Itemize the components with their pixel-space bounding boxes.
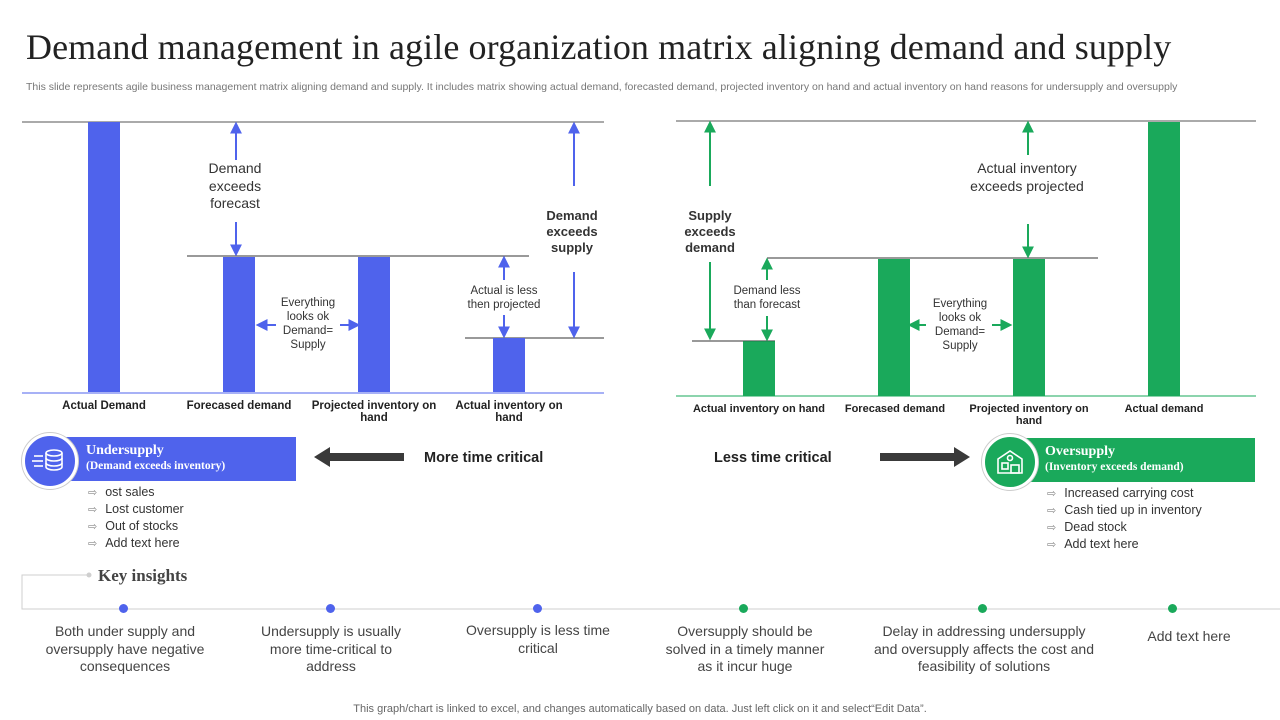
list-item: ⇨ Cash tied up in inventory <box>1047 503 1202 517</box>
category-label: Actual inventory on hand <box>455 400 563 424</box>
oversupply-chart <box>676 120 1256 397</box>
bar <box>88 122 120 392</box>
category-label: Actual inventory on hand <box>692 403 825 415</box>
insight-text: Add text here <box>1147 628 1231 644</box>
oversupply-banner: Oversupply (Inventory exceeds demand) <box>1010 438 1255 482</box>
category-label: Projected inventory on hand <box>311 400 437 424</box>
key-insights-timeline <box>21 572 1280 610</box>
annotation-everything-ok: Everything looks ok Demand= Supply <box>932 298 988 352</box>
undersupply-title: Undersupply <box>86 443 164 458</box>
undersupply-chart <box>22 121 604 394</box>
less-time-critical-label: Less time critical <box>714 450 832 466</box>
annotation-actual-less-projected: Actual is less then projected <box>467 285 541 311</box>
bar <box>1148 122 1180 396</box>
category-label: Actual Demand <box>62 400 146 412</box>
bar <box>358 257 390 392</box>
key-insights-heading: Key insights <box>98 566 188 585</box>
category-label: Forecased demand <box>844 403 946 415</box>
left-arrow-icon <box>314 447 404 467</box>
undersupply-bullets: ⇨ ost sales ⇨ Lost customer ⇨ Out of stocks… <box>88 484 184 552</box>
annotation-demand-less-forecast: Demand less than forecast <box>733 285 801 311</box>
list-item: ⇨ ost sales <box>88 485 155 499</box>
annotation-supply-exceeds-demand: Supply exceeds demand <box>684 208 736 255</box>
category-label: Forecased demand <box>186 400 292 412</box>
database-icon <box>22 433 78 489</box>
bar <box>493 338 525 392</box>
timeline-dot <box>739 604 748 613</box>
left-bars <box>88 122 525 392</box>
category-label: Actual demand <box>1124 403 1204 415</box>
list-item: ⇨ Increased carrying cost <box>1047 486 1194 500</box>
list-item: ⇨ Dead stock <box>1047 520 1127 534</box>
footer-note: This graph/chart is linked to excel, and… <box>353 703 927 715</box>
oversupply-bullets: ⇨ Increased carrying cost ⇨ Cash tied up i… <box>1047 485 1202 553</box>
insight-text: Oversupply is less time critical <box>466 622 610 656</box>
bar <box>223 257 255 392</box>
insight-text: Oversupply should be solved in a timely … <box>665 623 825 674</box>
list-item: ⇨ Out of stocks <box>88 519 179 533</box>
timeline-dot <box>533 604 542 613</box>
undersupply-banner: Undersupply (Demand exceeds inventory) <box>50 437 296 481</box>
timeline-dot <box>978 604 987 613</box>
bar <box>878 259 910 396</box>
insight-text: Both under supply and oversupply have ne… <box>45 623 205 674</box>
right-bars <box>743 122 1180 396</box>
annotation-demand-exceeds-forecast: Demand exceeds forecast <box>208 160 262 211</box>
more-time-critical-label: More time critical <box>424 450 544 466</box>
page-title: Demand management in agile organization … <box>26 27 1172 67</box>
list-item: ⇨ Add text here <box>1047 537 1139 551</box>
category-label: Projected inventory on hand <box>969 403 1089 427</box>
annotation-actual-exceeds-projected: Actual inventory exceeds projected <box>970 160 1084 194</box>
list-item: ⇨ Add text here <box>88 536 180 550</box>
insight-text: Undersupply is usually more time-critica… <box>260 623 402 674</box>
timeline-dot <box>326 604 335 613</box>
timeline-dot <box>1168 604 1177 613</box>
bar <box>743 341 775 396</box>
bar <box>1013 259 1045 396</box>
oversupply-subtitle: (Inventory exceeds demand) <box>1045 461 1184 473</box>
insight-text: Delay in addressing undersupply and over… <box>874 623 1094 674</box>
oversupply-title: Oversupply <box>1045 444 1116 459</box>
timeline-dot <box>119 604 128 613</box>
list-item: ⇨ Lost customer <box>88 502 184 516</box>
warehouse-icon <box>982 434 1038 490</box>
right-arrow-icon <box>880 447 970 467</box>
annotation-everything-ok: Everything looks ok Demand= Supply <box>280 297 336 351</box>
undersupply-subtitle: (Demand exceeds inventory) <box>86 460 226 472</box>
page-subtitle: This slide represents agile business man… <box>26 81 1178 93</box>
annotation-demand-exceeds-supply: Demand exceeds supply <box>546 208 598 255</box>
